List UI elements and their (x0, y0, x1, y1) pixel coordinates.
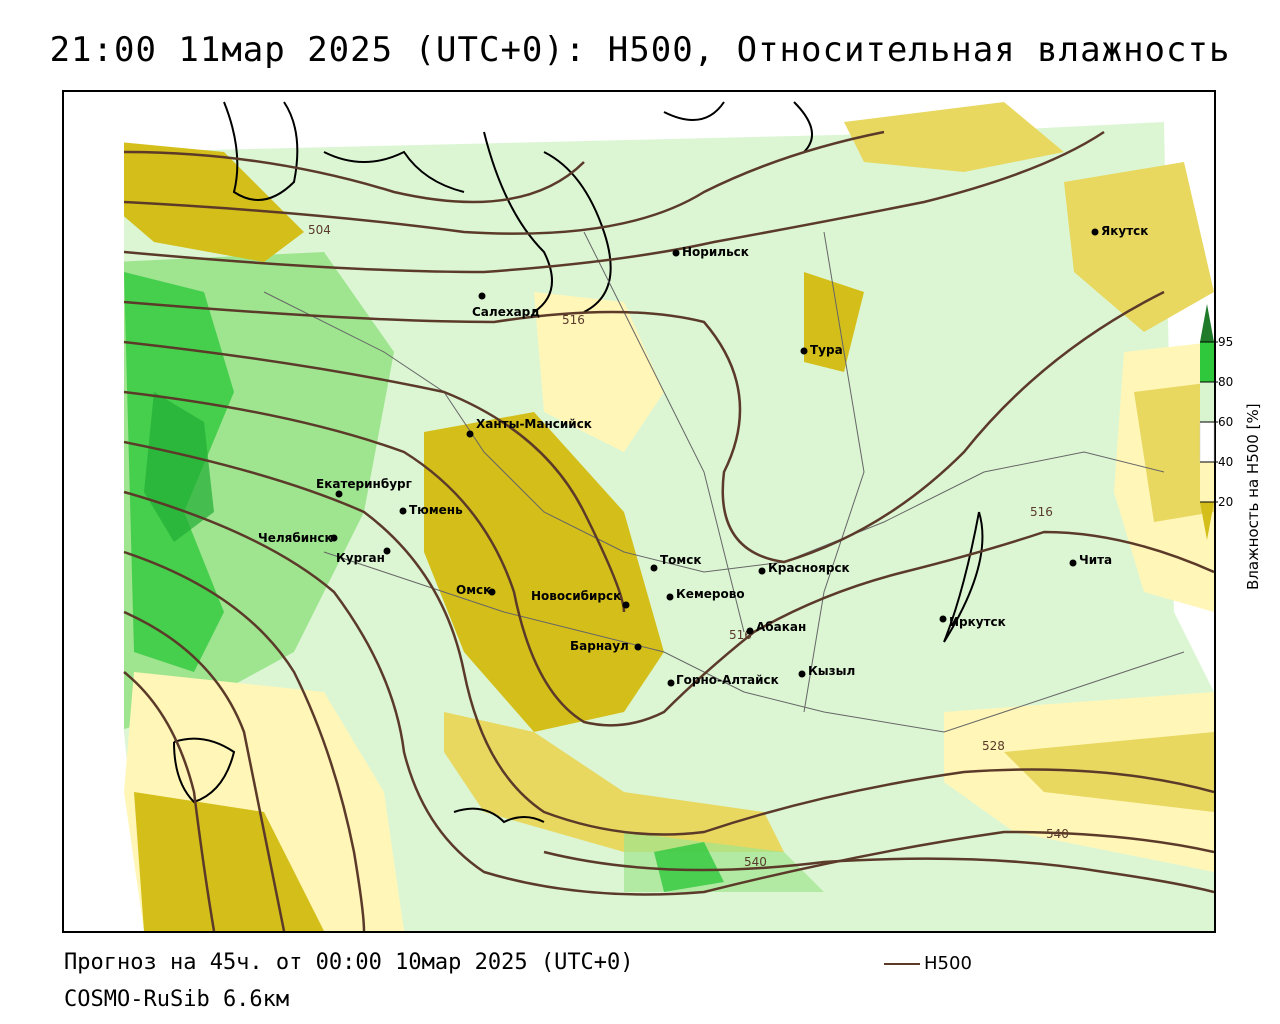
city-label-abakan: Абакан (756, 620, 806, 634)
city-label-yekaterinburg: Екатеринбург (316, 477, 412, 491)
colorbar-title: Влажность на H500 [%] (1244, 340, 1270, 590)
colorbar-top-arrow (1200, 304, 1214, 342)
city-label-gorno-altaysk: Горно-Алтайск (676, 673, 779, 687)
city-label-novosibirsk: Новосибирск (531, 589, 621, 603)
city-label-chelyabinsk: Челябинск (258, 531, 333, 545)
contour-label: 516 (562, 313, 585, 327)
city-label-tyumen: Тюмень (409, 503, 463, 517)
city-dot (746, 627, 754, 635)
city-dot (622, 601, 630, 609)
colorbar-bottom-arrow (1200, 502, 1214, 540)
forecast-info: Прогноз на 45ч. от 00:00 10мар 2025 (UTC… (64, 950, 634, 975)
city-dot (1091, 228, 1099, 236)
city-label-norilsk: Норильск (682, 245, 749, 259)
city-label-khanty-mansiysk: Ханты-Мансийск (476, 417, 592, 431)
forecast-map: 504 516 516 516 528 540 540 Норильск Яку… (62, 90, 1216, 933)
colorbar-tick: 95 (1218, 335, 1233, 349)
contour-label: 540 (1046, 827, 1069, 841)
city-dot (667, 679, 675, 687)
humidity-field (64, 92, 1214, 931)
humidity-colorbar: 95 80 60 40 20 (1199, 304, 1233, 540)
city-dot (798, 670, 806, 678)
colorbar-band (1200, 462, 1214, 502)
map-title: 21:00 11мар 2025 (UTC+0): H500, Относите… (49, 30, 1231, 70)
colorbar-tick: 60 (1218, 415, 1233, 429)
borders-layer (173, 101, 984, 824)
city-label-kyzyl: Кызыл (808, 664, 855, 678)
colorbar-band (1199, 421, 1215, 463)
city-dot (939, 615, 947, 623)
city-label-irkutsk: Иркутск (949, 615, 1006, 629)
city-dot (672, 249, 680, 257)
contour-label: 516 (1030, 505, 1053, 519)
city-dot (478, 292, 486, 300)
city-dot (488, 588, 496, 596)
colorbar-band (1200, 342, 1214, 382)
city-label-kemerovo: Кемерово (676, 587, 745, 601)
contour-label: 540 (744, 855, 767, 869)
contour-label: 516 (729, 628, 752, 642)
h500-legend: H500 (884, 953, 972, 974)
city-label-salekhard: Салехард (472, 305, 540, 319)
h500-legend-label: H500 (924, 953, 972, 974)
contour-labels: 504 516 516 516 528 540 540 (308, 223, 1069, 869)
city-dot (466, 430, 474, 438)
colorbar-tick: 20 (1218, 495, 1233, 509)
city-dot (634, 643, 642, 651)
city-dot (758, 567, 766, 575)
region-borders (263, 231, 1185, 733)
city-label-chita: Чита (1079, 553, 1112, 567)
city-dot (330, 534, 338, 542)
city-markers: Норильск Якутск Салехард Тура Ханты-Манс… (258, 224, 1148, 687)
model-name: COSMO-RuSib 6.6км (64, 987, 290, 1012)
city-dot (399, 507, 407, 515)
contour-label: 504 (308, 223, 331, 237)
city-dot (666, 593, 674, 601)
colorbar-band (1200, 382, 1214, 422)
city-label-kurgan: Курган (336, 551, 385, 565)
city-dot (800, 347, 808, 355)
colorbar-tick: 40 (1218, 455, 1233, 469)
city-label-barnaul: Барнаул (570, 639, 629, 653)
h500-contours (123, 130, 1214, 931)
colorbar-title-text: Влажность на H500 [%] (1244, 403, 1262, 590)
map-canvas: 504 516 516 516 528 540 540 Норильск Яку… (64, 92, 1214, 931)
city-dot (335, 490, 343, 498)
city-dot (383, 547, 391, 555)
city-label-tura: Тура (810, 343, 843, 357)
city-label-tomsk: Томск (660, 553, 702, 567)
contour-label: 528 (982, 739, 1005, 753)
city-label-omsk: Омск (456, 583, 491, 597)
city-dot (1069, 559, 1077, 567)
colorbar-tick: 80 (1218, 375, 1233, 389)
city-label-yakutsk: Якутск (1101, 224, 1148, 238)
h500-legend-line (884, 963, 920, 965)
city-label-krasnoyarsk: Красноярск (768, 561, 850, 575)
city-dot (650, 564, 658, 572)
